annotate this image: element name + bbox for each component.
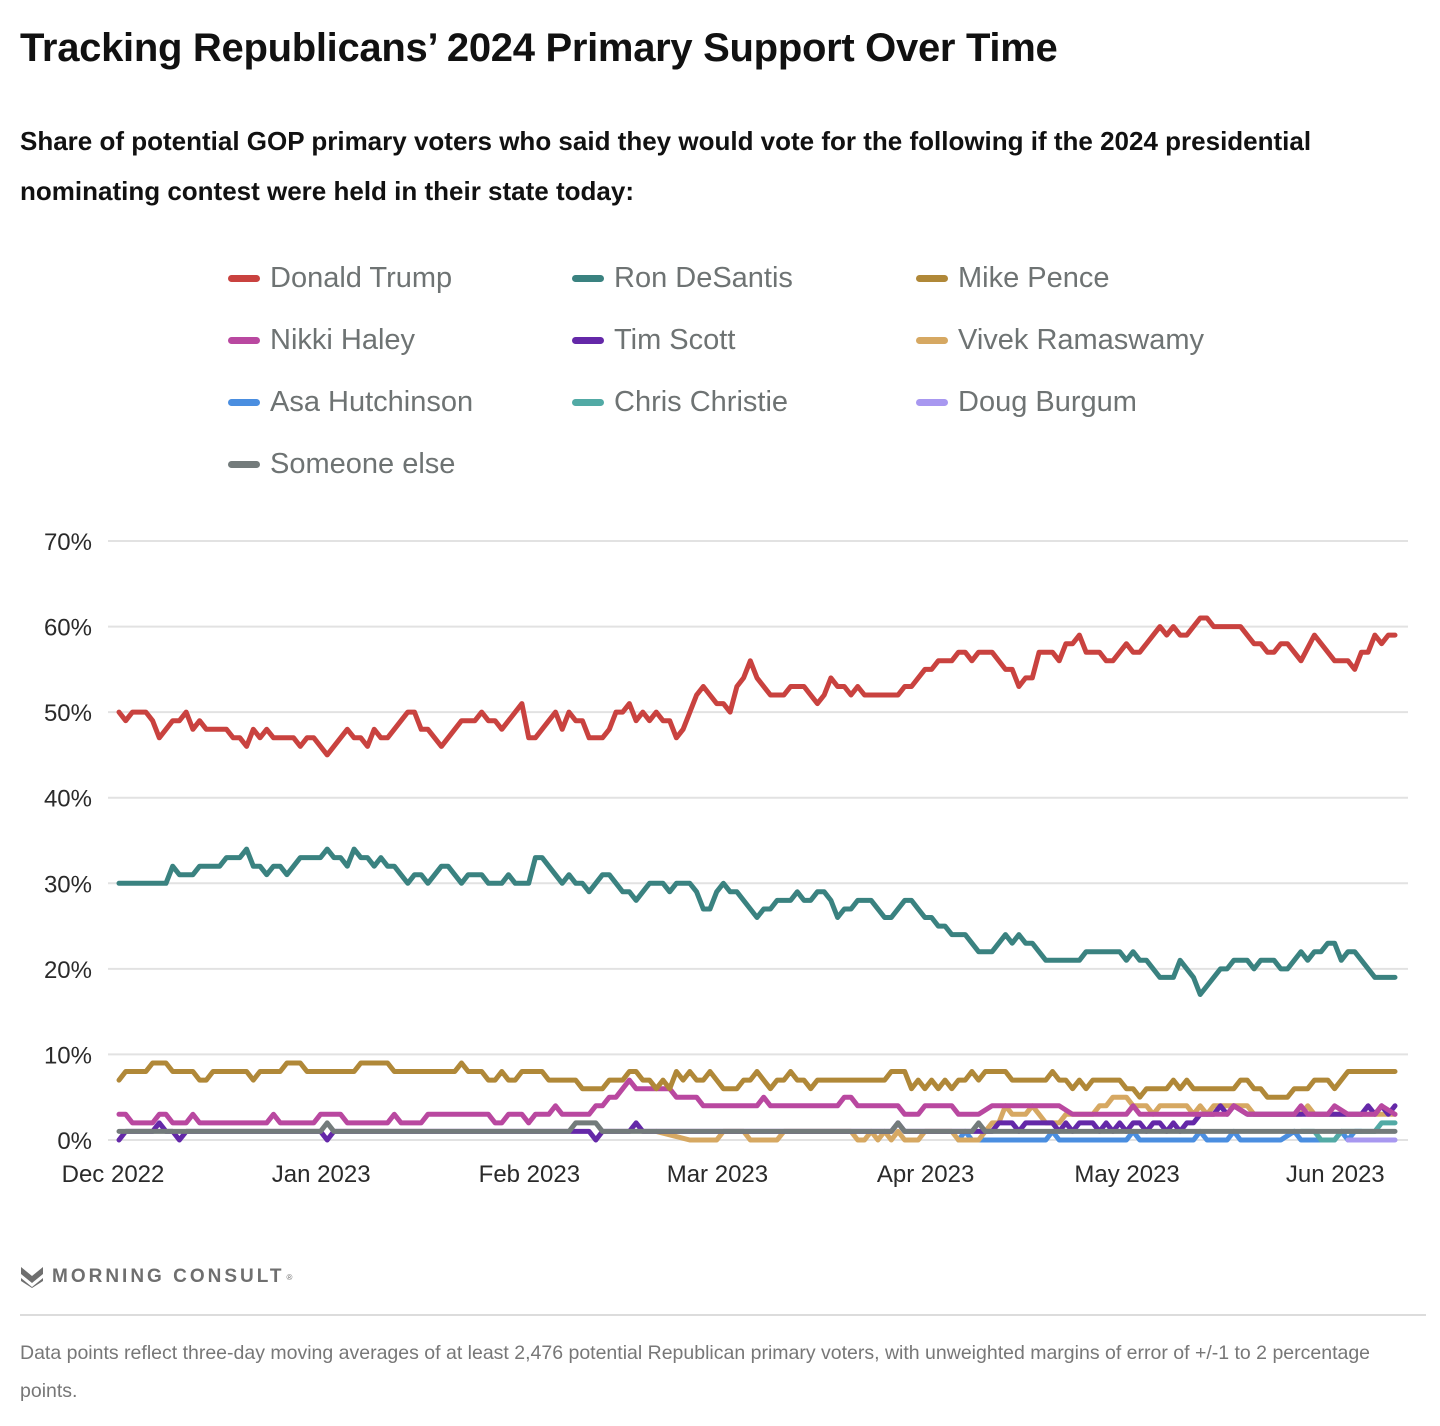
x-tick-label: Apr 2023 — [877, 1161, 974, 1188]
chart-subtitle: Share of potential GOP primary voters wh… — [20, 126, 1312, 206]
line-chart: 0% 10% 20% 30% 40% 50% 60% 70% Dec 2022 Jan 2023… — [44, 529, 1408, 1188]
legend-item-desantis[interactable]: Ron DeSantis — [572, 262, 793, 295]
footer-divider — [20, 1314, 1426, 1316]
x-tick-label: Dec 2022 — [62, 1161, 165, 1188]
legend-swatch — [228, 399, 260, 406]
series-line-donald-trump[interactable] — [116, 615, 1398, 758]
y-tick-label: 0% — [57, 1128, 92, 1155]
x-tick-label: May 2023 — [1074, 1161, 1179, 1188]
legend-swatch — [572, 399, 604, 406]
legend-item-christie[interactable]: Chris Christie — [572, 386, 788, 419]
legend-item-burgum[interactable]: Doug Burgum — [916, 386, 1137, 419]
x-tick-label: Jun 2023 — [1286, 1161, 1385, 1188]
y-tick-label: 50% — [44, 700, 92, 727]
legend-item-pence[interactable]: Mike Pence — [916, 262, 1110, 295]
y-tick-label: 60% — [44, 615, 92, 642]
legend-label: Nikki Haley — [270, 324, 416, 356]
legend-item-haley[interactable]: Nikki Haley — [228, 324, 415, 357]
y-tick-label: 20% — [44, 957, 92, 984]
y-tick-label: 40% — [44, 786, 92, 813]
legend-label: Ron DeSantis — [614, 262, 793, 294]
y-tick-label: 10% — [44, 1042, 92, 1069]
legend-label: Donald Trump — [270, 262, 453, 294]
series-line-nikki-haley[interactable] — [116, 1077, 1398, 1126]
legend-swatch — [572, 337, 604, 344]
legend-item-hutchinson[interactable]: Asa Hutchinson — [228, 386, 473, 419]
legend-item-scott[interactable]: Tim Scott — [572, 324, 735, 357]
legend-label: Mike Pence — [958, 262, 1110, 294]
series-lines — [116, 615, 1398, 1143]
legend-swatch — [916, 275, 948, 282]
registered-mark: ® — [286, 1272, 293, 1282]
legend-swatch — [572, 275, 604, 282]
y-axis: 0% 10% 20% 30% 40% 50% 60% 70% — [44, 529, 92, 1155]
legend-label: Vivek Ramaswamy — [958, 324, 1205, 356]
morning-consult-logo-icon — [21, 1267, 43, 1288]
legend-swatch — [916, 337, 948, 344]
series-line-someone-else[interactable] — [116, 1120, 1398, 1134]
gridlines — [108, 540, 1408, 1141]
x-tick-label: Jan 2023 — [272, 1161, 371, 1188]
legend-label: Doug Burgum — [958, 386, 1137, 418]
legend-label: Asa Hutchinson — [270, 386, 474, 418]
x-tick-label: Mar 2023 — [667, 1161, 768, 1188]
series-line-ron-desantis[interactable] — [116, 846, 1398, 997]
y-tick-label: 30% — [44, 871, 92, 898]
chart-title: Tracking Republicans’ 2024 Primary Suppo… — [20, 26, 1058, 70]
legend-swatch — [228, 337, 260, 344]
y-tick-label: 70% — [44, 529, 92, 556]
legend-label: Someone else — [270, 448, 456, 480]
legend-label: Tim Scott — [614, 324, 736, 356]
x-tick-label: Feb 2023 — [479, 1161, 580, 1188]
legend-item-ramaswamy[interactable]: Vivek Ramaswamy — [916, 324, 1204, 357]
legend-swatch — [228, 275, 260, 282]
legend-label: Chris Christie — [614, 386, 789, 418]
legend-item-someone-else[interactable]: Someone else — [228, 448, 455, 481]
morning-consult-logo: MORNING CONSULT ® — [20, 1266, 292, 1288]
methodology-note: Data points reflect three-day moving ave… — [20, 1342, 1371, 1402]
legend-swatch — [228, 461, 260, 468]
legend-swatch — [916, 399, 948, 406]
logo-text: MORNING CONSULT — [52, 1266, 285, 1287]
legend-item-trump[interactable]: Donald Trump — [228, 262, 452, 295]
series-line-vivek-ramaswamy[interactable] — [653, 1094, 1398, 1143]
x-axis: Dec 2022 Jan 2023 Feb 2023 Mar 2023 Apr 2023… — [62, 1161, 1385, 1188]
series-line-mike-pence[interactable] — [116, 1060, 1398, 1100]
